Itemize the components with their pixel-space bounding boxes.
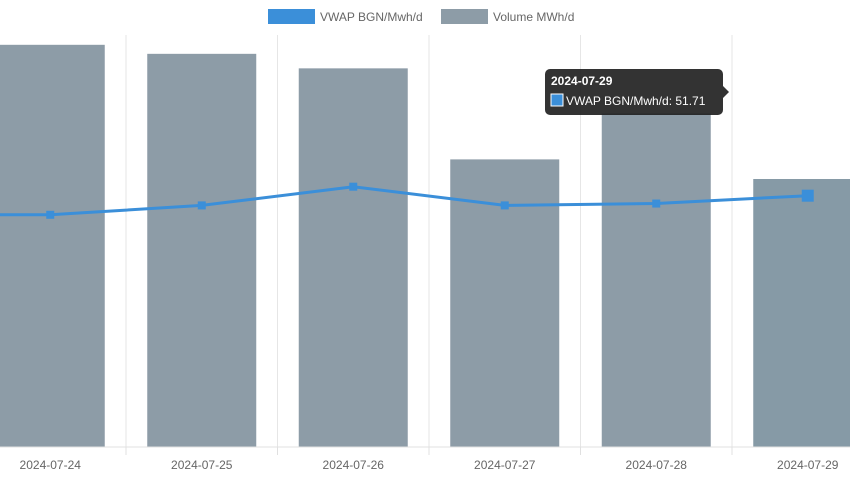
x-tick-label: 2024-07-29 bbox=[777, 458, 839, 472]
legend-swatch-vwap[interactable] bbox=[268, 9, 315, 24]
volume-bar[interactable] bbox=[298, 68, 408, 447]
legend-swatch-volume[interactable] bbox=[441, 9, 488, 24]
vwap-point[interactable] bbox=[652, 199, 661, 208]
vwap-line-series bbox=[0, 182, 814, 219]
x-tick-label: 2024-07-24 bbox=[20, 458, 82, 472]
legend-label-volume[interactable]: Volume MWh/d bbox=[493, 10, 574, 24]
volume-bar[interactable] bbox=[0, 44, 105, 448]
tooltip-value: VWAP BGN/Mwh/d: 51.71 bbox=[566, 94, 706, 108]
tooltip-swatch bbox=[550, 93, 564, 107]
volume-bars bbox=[0, 44, 850, 448]
volume-bar[interactable] bbox=[147, 53, 257, 447]
x-tick-label: 2024-07-25 bbox=[171, 458, 233, 472]
vwap-point[interactable] bbox=[349, 182, 358, 191]
legend-label-vwap[interactable]: VWAP BGN/Mwh/d bbox=[320, 10, 423, 24]
tooltip-caret bbox=[723, 86, 729, 98]
x-tick-label: 2024-07-26 bbox=[323, 458, 385, 472]
tooltip: 2024-07-29 VWAP BGN/Mwh/d: 51.71 bbox=[545, 69, 729, 115]
volume-bar[interactable] bbox=[601, 113, 711, 447]
x-axis: 2024-07-24 2024-07-25 2024-07-26 2024-07-27… bbox=[0, 446, 850, 472]
vwap-point[interactable] bbox=[801, 189, 814, 202]
legend[interactable]: VWAP BGN/Mwh/d Volume MWh/d bbox=[268, 9, 574, 24]
x-tick-label: 2024-07-27 bbox=[474, 458, 536, 472]
tooltip-title: 2024-07-29 bbox=[551, 74, 613, 88]
volume-bar[interactable] bbox=[753, 179, 850, 447]
vwap-point[interactable] bbox=[500, 201, 509, 210]
vwap-point[interactable] bbox=[46, 210, 55, 219]
x-tick-label: 2024-07-28 bbox=[626, 458, 688, 472]
vwap-point[interactable] bbox=[197, 201, 206, 210]
tooltip-box bbox=[545, 69, 723, 115]
